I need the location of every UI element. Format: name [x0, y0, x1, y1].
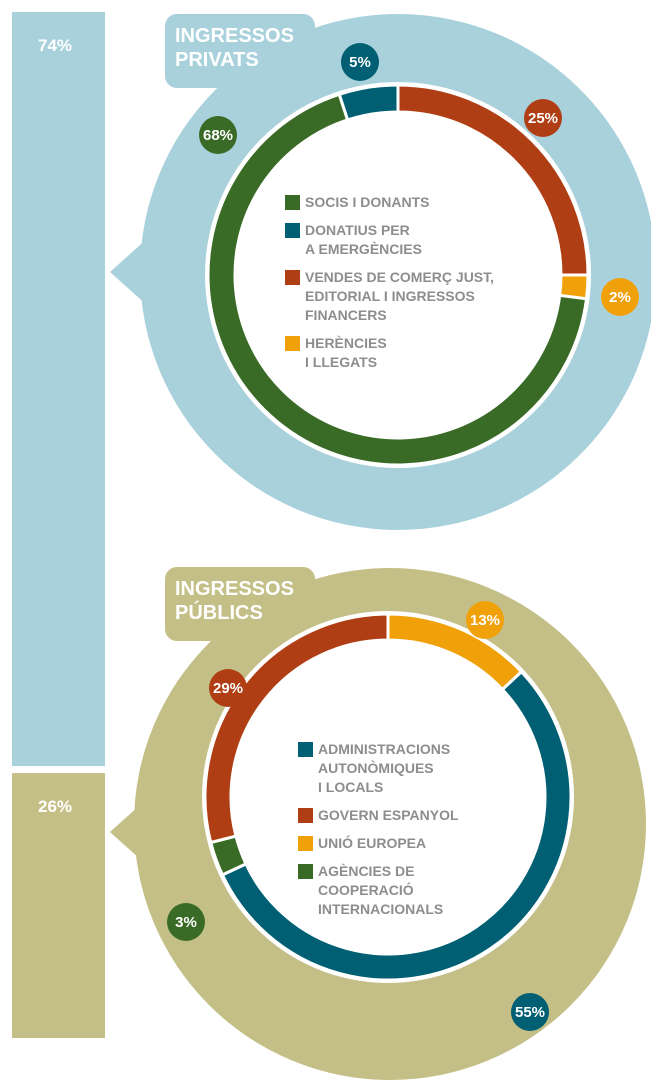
bar-label: 74% — [38, 36, 73, 55]
value-label: 68% — [203, 127, 233, 144]
value-badge — [341, 43, 379, 81]
legend-item: ADMINISTRACIONS AUTONÒMIQUES I LOCALS — [298, 740, 459, 797]
legend-swatch — [285, 195, 300, 210]
chart-title: INGRESSOS PRIVATS — [175, 25, 294, 71]
value-label: 2% — [609, 289, 631, 306]
donut-slice — [206, 92, 589, 467]
donut-hole — [205, 82, 591, 468]
legend: SOCIS I DONANTS DONATIUS PER A EMERGÈNCIE… — [285, 193, 494, 381]
legend-label: ADMINISTRACIONS AUTONÒMIQUES I LOCALS — [318, 741, 451, 795]
bar-segment — [12, 12, 105, 767]
legend-swatch — [298, 864, 313, 879]
legend-label: UNIÓ EUROPEA — [318, 835, 427, 851]
value-label: 55% — [515, 1004, 545, 1021]
donut-slice — [337, 83, 400, 122]
legend-swatch — [285, 336, 300, 351]
legend-swatch — [298, 742, 313, 757]
bubble-tail — [110, 787, 160, 877]
legend-swatch — [285, 223, 300, 238]
donut-hole — [202, 611, 574, 983]
legend-label: VENDES DE COMERÇ JUST, EDITORIAL I INGRE… — [305, 269, 495, 323]
value-label: 5% — [349, 54, 371, 71]
legend-label: GOVERN ESPANYOL — [318, 807, 459, 823]
value-badge — [524, 99, 562, 137]
value-label: 25% — [528, 110, 558, 127]
legend-item: UNIÓ EUROPEA — [298, 834, 459, 853]
donut-slice — [220, 669, 573, 982]
value-label: 3% — [175, 914, 197, 931]
legend-item: GOVERN ESPANYOL — [298, 806, 459, 825]
legend-item: DONATIUS PER A EMERGÈNCIES — [285, 221, 494, 259]
legend-swatch — [298, 836, 313, 851]
bar-label: 26% — [38, 797, 73, 817]
title-tab — [165, 14, 315, 88]
donut-slice — [203, 612, 390, 845]
legend-item: AGÈNCIES DE COOPERACIÓ INTERNACIONALS — [298, 862, 459, 919]
legend-item: HERÈNCIES I LLEGATS — [285, 334, 494, 372]
value-badge — [511, 993, 549, 1031]
legend-label: HERÈNCIES I LLEGATS — [305, 335, 387, 370]
title-tab — [165, 567, 315, 641]
value-label: 29% — [213, 680, 243, 697]
legend-swatch — [298, 808, 313, 823]
legend-label: DONATIUS PER A EMERGÈNCIES — [305, 222, 422, 257]
value-label: 13% — [470, 612, 500, 629]
chart-title: INGRESSOS PÚBLICS — [175, 578, 294, 624]
value-badge — [466, 601, 504, 639]
value-badge — [209, 669, 247, 707]
legend-item: VENDES DE COMERÇ JUST, EDITORIAL I INGRE… — [285, 268, 494, 325]
bar-segment — [12, 773, 105, 1038]
value-badge — [167, 903, 205, 941]
legend: ADMINISTRACIONS AUTONÒMIQUES I LOCALS GOV… — [298, 740, 459, 928]
legend-label: AGÈNCIES DE COOPERACIÓ INTERNACIONALS — [318, 863, 444, 917]
value-badge — [601, 278, 639, 316]
legend-item: SOCIS I DONANTS — [285, 193, 494, 212]
bubble-tail — [110, 227, 160, 317]
legend-label: SOCIS I DONANTS — [305, 194, 430, 210]
value-badge — [199, 116, 237, 154]
legend-swatch — [285, 270, 300, 285]
